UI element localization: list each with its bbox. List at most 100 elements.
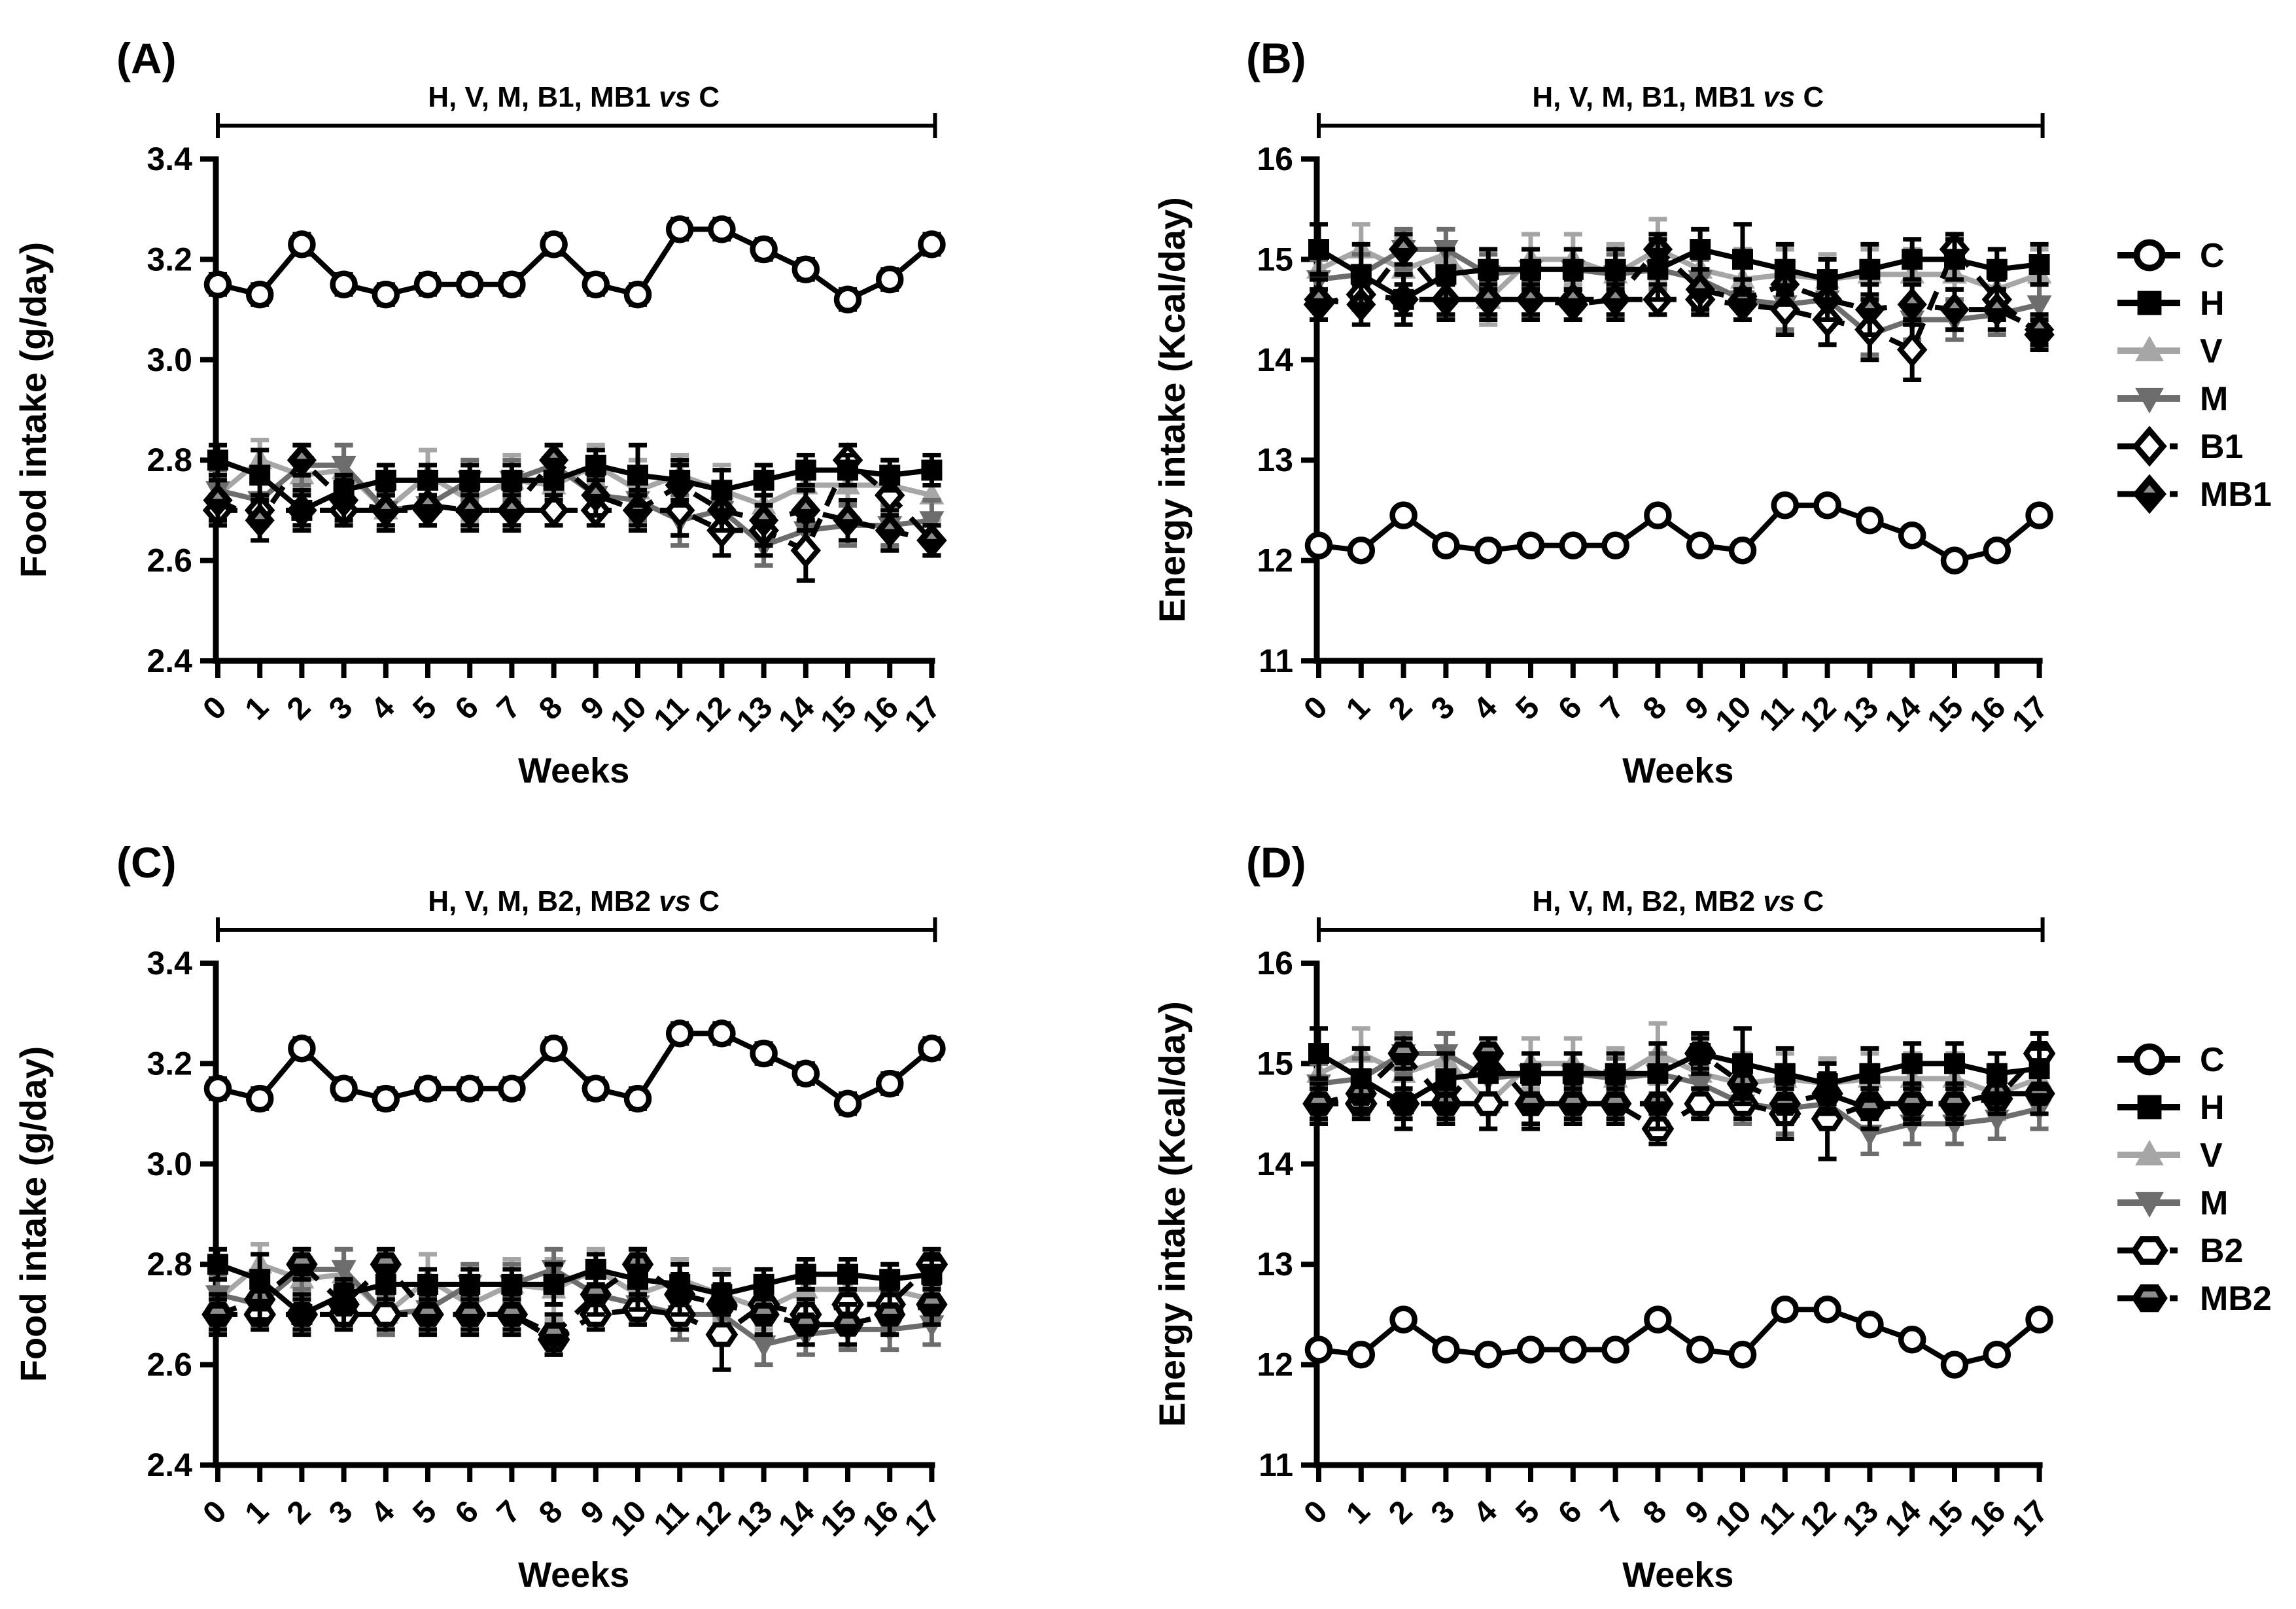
- H-marker: [249, 1269, 271, 1290]
- MB1-marker: [833, 503, 863, 538]
- legend-label: C: [2200, 237, 2225, 275]
- H-marker: [249, 465, 271, 486]
- MB2-marker: [286, 1252, 318, 1277]
- H-marker: [879, 1269, 901, 1290]
- MB1-marker: [2024, 312, 2055, 347]
- comparison-bracket: [1317, 917, 2045, 942]
- H-marker: [1647, 258, 1669, 280]
- comparison-bracket: [216, 113, 937, 138]
- C-marker: [833, 285, 862, 314]
- C-marker: [413, 270, 442, 298]
- C-marker: [2133, 1043, 2166, 1076]
- x-tick-label: 8: [1637, 690, 1673, 726]
- C-marker: [498, 1074, 526, 1103]
- y-tick-label: 3.4: [147, 945, 192, 981]
- H-marker: [669, 1273, 691, 1295]
- B1-marker: [2132, 425, 2167, 467]
- C-marker: [1347, 1341, 1376, 1369]
- H-marker: [1435, 264, 1457, 285]
- C-marker: [1347, 537, 1376, 565]
- H-marker: [1817, 1073, 1838, 1095]
- M-marker: [331, 455, 357, 478]
- C-marker: [875, 265, 904, 294]
- C-marker: [1898, 1326, 1926, 1354]
- y-axis-ticks: 2.4 2.6 2.8 3.0 3.2 3.4: [147, 945, 216, 1483]
- x-tick-label: 4: [1467, 1494, 1505, 1531]
- x-tick-label: 1: [239, 1494, 275, 1530]
- C-marker: [623, 280, 652, 309]
- H-marker: [1902, 1053, 1923, 1074]
- legend-item-C: C: [2117, 1041, 2225, 1079]
- x-tick-label: 2: [281, 690, 317, 726]
- x-tick-label: 17: [2006, 1494, 2055, 1543]
- axes: [213, 961, 935, 1468]
- x-tick-label: 3: [1425, 690, 1461, 726]
- x-tick-label: 7: [491, 1494, 527, 1530]
- MB1-marker: [371, 493, 401, 528]
- MB1-marker: [875, 513, 905, 548]
- y-tick-label: 15: [1257, 1045, 1293, 1082]
- H-marker: [207, 1254, 228, 1275]
- x-tick-label: 0: [196, 1494, 233, 1530]
- y-tick-label: 13: [1257, 1246, 1293, 1282]
- panel-label: (C): [116, 838, 177, 887]
- C-marker: [1771, 1295, 1800, 1324]
- y-tick-label: 2.4: [147, 643, 192, 679]
- C-marker: [1728, 537, 1757, 565]
- series-C: [203, 215, 946, 314]
- x-tick-label: 8: [532, 690, 569, 726]
- comparison-title: H, V, M, B1, MB1 vs C: [1532, 81, 1824, 113]
- x-tick-label: 3: [322, 690, 359, 726]
- panel-c-chart: (C) H, V, M, B2, MB2 vs C 2.4 2.6 2.8 3.0 3.2 3…: [12, 838, 948, 1595]
- comparison-title: H, V, M, B2, MB2 vs C: [1532, 885, 1824, 917]
- C-marker: [791, 1059, 820, 1087]
- H-marker: [375, 469, 396, 491]
- legend-item-H: H: [2117, 285, 2225, 323]
- comparison-bracket: [1317, 113, 2045, 138]
- C-marker: [1474, 1341, 1503, 1369]
- H-marker: [711, 1284, 733, 1305]
- series-C: [203, 1019, 946, 1118]
- MB2-marker: [2131, 1284, 2168, 1313]
- MB2-marker: [1514, 1091, 1547, 1116]
- x-tick-label: 11: [1752, 1494, 1800, 1542]
- x-tick-label: 10: [1709, 690, 1758, 739]
- MB2-marker: [1896, 1091, 1928, 1116]
- H-marker: [1350, 1068, 1372, 1089]
- y-tick-label: 3.2: [147, 241, 192, 277]
- H-marker: [1944, 1053, 1965, 1074]
- MB1-marker: [203, 483, 233, 518]
- y-axis-ticks: 11 12 13 14 15 16: [1257, 141, 1317, 679]
- MB1-marker: [1600, 282, 1631, 317]
- H-marker: [417, 469, 438, 491]
- MB2-marker: [831, 1312, 864, 1337]
- C-marker: [665, 1019, 694, 1048]
- MB2-marker: [1938, 1091, 1971, 1116]
- C-marker: [623, 1084, 652, 1113]
- y-tick-label: 12: [1257, 542, 1293, 579]
- H-marker: [627, 1269, 648, 1290]
- MB2-marker: [916, 1292, 948, 1317]
- H-marker: [669, 469, 691, 491]
- C-marker: [1728, 1341, 1757, 1369]
- H-marker: [459, 469, 481, 491]
- MB1-marker: [916, 523, 947, 558]
- C-marker: [1813, 1295, 1841, 1324]
- series-H: [207, 442, 943, 533]
- C-marker: [1686, 531, 1714, 559]
- x-axis-title: Weeks: [1622, 1555, 1733, 1595]
- H-marker: [921, 459, 943, 481]
- B2-marker: [1472, 1091, 1505, 1116]
- H-marker: [1393, 1093, 1414, 1114]
- x-tick-label: 0: [1297, 1494, 1334, 1530]
- series-MB2: [1302, 1036, 2055, 1131]
- MB2-marker: [496, 1302, 528, 1327]
- MB2-marker: [453, 1302, 486, 1327]
- x-tick-label: 4: [1467, 690, 1505, 727]
- C-marker: [540, 230, 568, 258]
- legend-item-M: M: [2117, 1184, 2228, 1222]
- MB2-marker: [1854, 1096, 1886, 1121]
- H-marker: [2137, 1095, 2162, 1120]
